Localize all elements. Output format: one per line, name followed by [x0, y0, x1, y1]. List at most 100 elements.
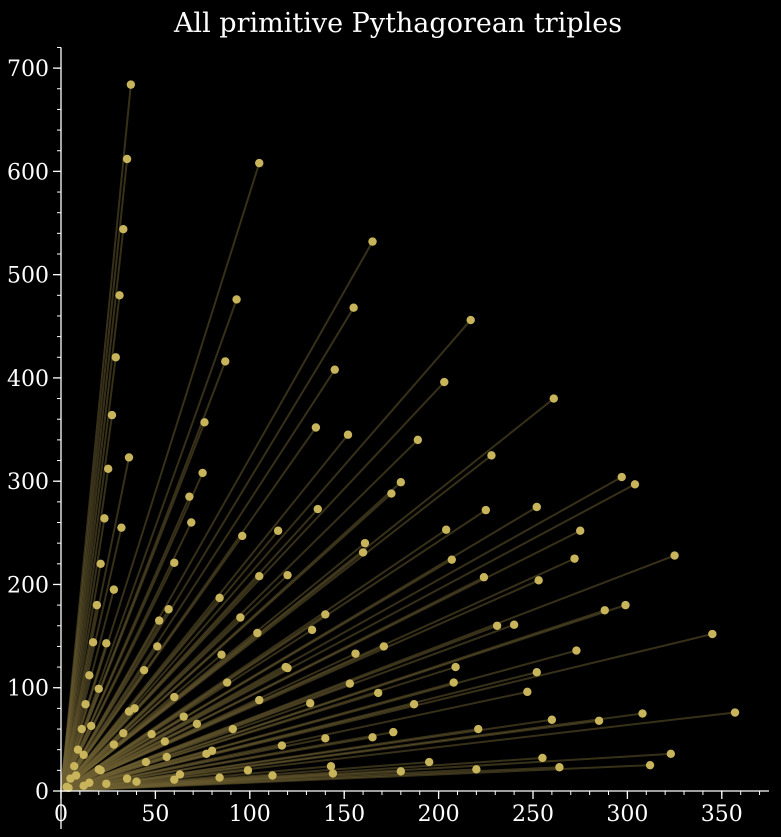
- data-point-51: [283, 663, 292, 673]
- data-point-88: [358, 548, 368, 557]
- data-point-80: [100, 514, 109, 523]
- data-point-135: [368, 237, 377, 246]
- ray-line-121: [60, 506, 538, 792]
- data-point-124: [630, 480, 640, 489]
- data-point-45: [326, 762, 336, 771]
- data-point-83: [523, 687, 532, 697]
- ray-line-109: [60, 604, 626, 792]
- ray-line-135: [60, 241, 374, 792]
- ray-line-78: [60, 527, 123, 792]
- data-point-138: [549, 394, 558, 403]
- data-point-77: [451, 662, 460, 672]
- ray-line-120: [60, 554, 675, 792]
- x-tick-label-150: 150: [323, 802, 365, 827]
- ray-line-99: [60, 764, 651, 792]
- y-tick-label-400: 400: [7, 367, 49, 392]
- data-point-99: [645, 760, 655, 770]
- ray-line-117: [60, 633, 713, 792]
- data-point-17: [141, 757, 151, 767]
- ray-line-130: [60, 361, 227, 792]
- data-point-58: [253, 628, 262, 638]
- data-point-53: [368, 733, 377, 742]
- ray-line-138: [60, 397, 555, 792]
- data-point-96: [447, 555, 457, 564]
- data-point-10: [73, 745, 83, 754]
- ray-line-125: [60, 476, 623, 792]
- ray-line-122: [60, 529, 581, 792]
- ray-line-131: [60, 299, 238, 792]
- data-point-67: [351, 649, 360, 658]
- x-tick-label-350: 350: [701, 802, 743, 827]
- ray-line-110: [60, 509, 487, 792]
- data-point-54: [92, 600, 102, 610]
- data-point-133: [330, 365, 339, 374]
- data-point-11: [132, 777, 141, 786]
- data-point-55: [396, 767, 406, 776]
- data-point-68: [96, 559, 105, 569]
- data-point-98: [104, 464, 113, 473]
- data-point-94: [313, 504, 322, 514]
- y-tick-label-700: 700: [7, 57, 49, 82]
- x-tick-label-200: 200: [418, 802, 460, 827]
- data-point-5: [85, 778, 94, 787]
- ray-line-136: [60, 381, 445, 792]
- y-tick-label-0: 0: [35, 780, 49, 805]
- data-point-37: [268, 771, 277, 780]
- data-point-75: [449, 678, 458, 687]
- ray-line-84: [60, 522, 193, 792]
- data-point-103: [534, 576, 543, 585]
- data-point-6: [70, 762, 79, 771]
- data-point-28: [124, 707, 134, 716]
- data-point-16: [109, 740, 119, 749]
- data-point-74: [255, 571, 264, 581]
- data-point-21: [215, 773, 224, 782]
- data-point-118: [413, 435, 423, 445]
- data-point-125: [617, 472, 626, 482]
- data-point-119: [487, 451, 496, 460]
- ray-line-108: [60, 481, 402, 792]
- data-point-40: [222, 678, 232, 687]
- axes: 0 50 100 150 200 250 300 350 0 100 200 300 400 500 600…: [7, 46, 769, 829]
- data-point-101: [638, 709, 647, 718]
- data-point-46: [153, 642, 162, 651]
- y-tick-label-100: 100: [7, 677, 49, 702]
- data-point-18: [119, 728, 128, 738]
- data-point-19: [162, 752, 171, 762]
- ray-line-134: [60, 307, 355, 792]
- data-point-122: [576, 526, 585, 535]
- data-point-30: [179, 712, 188, 721]
- data-point-56: [164, 605, 173, 614]
- ray-line-129: [60, 84, 132, 792]
- data-point-73: [474, 724, 483, 734]
- data-point-126: [115, 291, 124, 300]
- data-point-34: [170, 692, 179, 702]
- data-point-57: [389, 727, 398, 737]
- data-point-116: [343, 430, 353, 439]
- data-point-78: [117, 523, 126, 532]
- data-point-111: [570, 554, 579, 563]
- data-point-97: [479, 573, 489, 582]
- data-point-134: [349, 303, 358, 312]
- data-point-132: [255, 158, 264, 168]
- data-point-87: [532, 668, 541, 677]
- y-tick-label-300: 300: [7, 470, 49, 495]
- data-point-43: [328, 769, 338, 778]
- x-tick-label-50: 50: [141, 802, 169, 827]
- data-point-4: [71, 771, 81, 780]
- data-point-84: [187, 518, 196, 527]
- data-point-66: [307, 625, 317, 635]
- data-point-52: [154, 616, 164, 625]
- data-point-117: [708, 629, 717, 639]
- data-point-44: [102, 639, 111, 648]
- chart-title: All primitive Pythagorean triples: [173, 8, 622, 39]
- data-point-33: [243, 766, 253, 775]
- data-point-42: [88, 638, 98, 647]
- data-point-86: [273, 526, 283, 535]
- data-point-108: [396, 478, 406, 487]
- data-point-100: [198, 468, 207, 478]
- data-point-14: [77, 724, 86, 734]
- data-point-61: [373, 688, 383, 698]
- data-point-110: [481, 505, 490, 515]
- data-point-131: [232, 295, 241, 304]
